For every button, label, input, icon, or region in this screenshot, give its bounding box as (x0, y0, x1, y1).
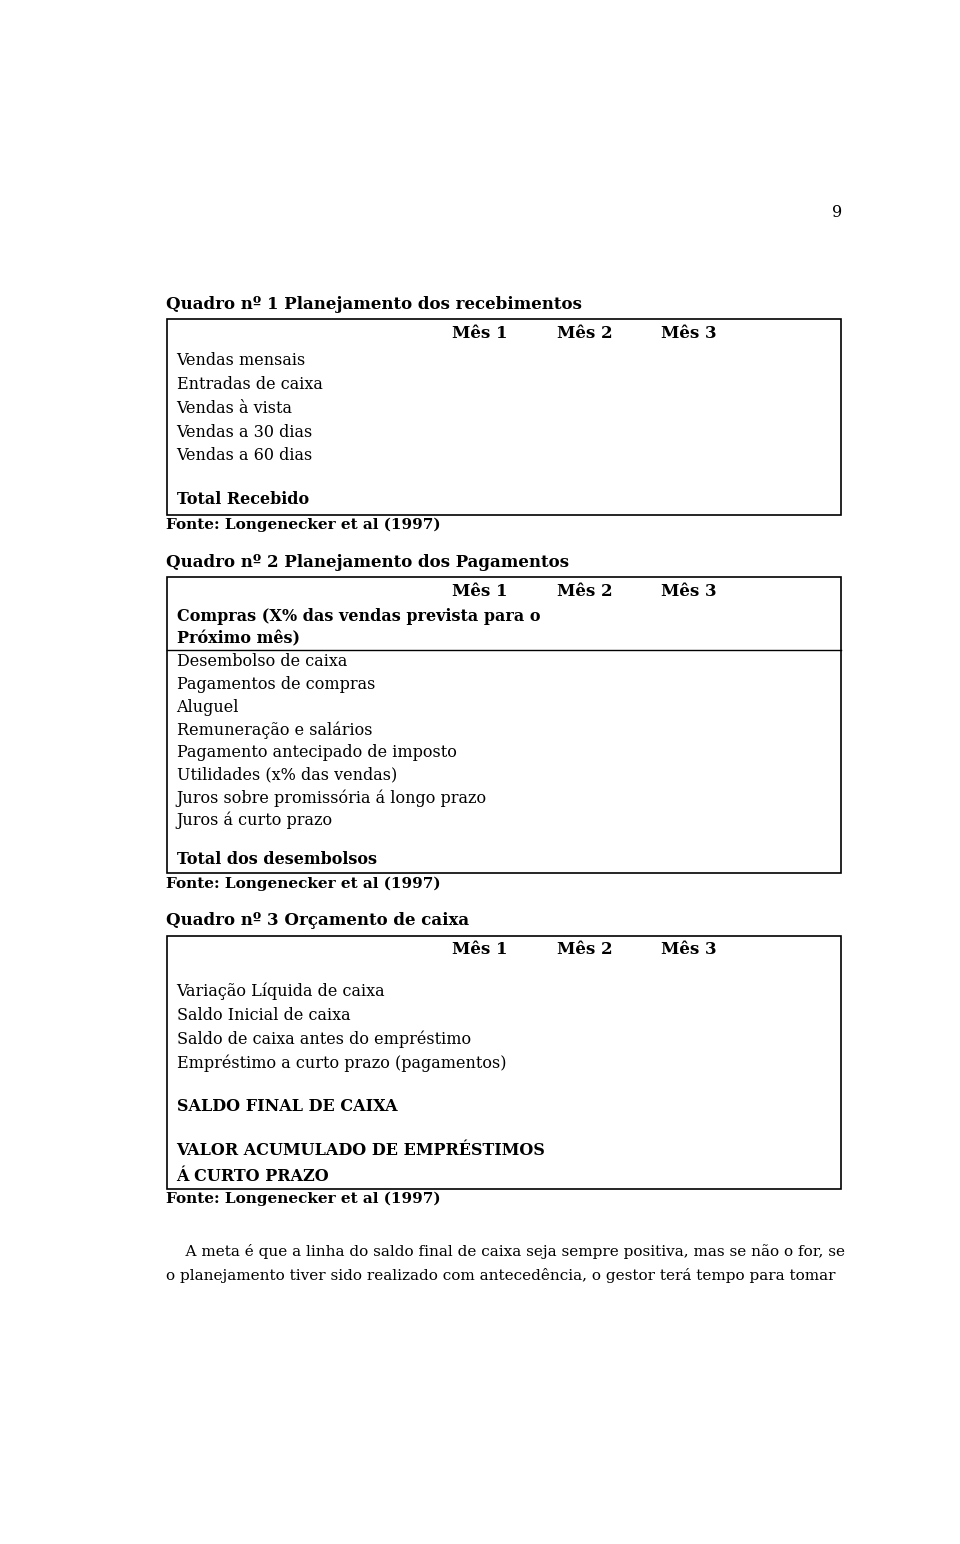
Text: Mês 3: Mês 3 (661, 584, 717, 601)
Text: Saldo de caixa antes do empréstimo: Saldo de caixa antes do empréstimo (177, 1030, 470, 1048)
Text: VALOR ACUMULADO DE EMPRÉSTIMOS: VALOR ACUMULADO DE EMPRÉSTIMOS (177, 1141, 545, 1160)
Bar (166, 936, 841, 1189)
Text: Mês 1: Mês 1 (452, 584, 508, 601)
Text: Variação Líquida de caixa: Variação Líquida de caixa (177, 982, 385, 1001)
Text: Compras (X% das vendas prevista para o: Compras (X% das vendas prevista para o (177, 608, 540, 625)
Text: Mês 2: Mês 2 (557, 326, 612, 343)
Text: Utilidades (x% das vendas): Utilidades (x% das vendas) (177, 767, 396, 784)
Text: Mês 2: Mês 2 (557, 584, 612, 601)
Text: Vendas à vista: Vendas à vista (177, 400, 293, 417)
Text: Quadro nº 1 Planejamento dos recebimentos: Quadro nº 1 Planejamento dos recebimento… (166, 296, 583, 313)
Text: Total Recebido: Total Recebido (177, 491, 309, 508)
Text: Vendas a 30 dias: Vendas a 30 dias (177, 423, 313, 440)
Text: Quadro nº 2 Planejamento dos Pagamentos: Quadro nº 2 Planejamento dos Pagamentos (166, 554, 569, 571)
Text: Mês 1: Mês 1 (452, 326, 508, 343)
Bar (166, 320, 841, 514)
Text: Á CURTO PRAZO: Á CURTO PRAZO (177, 1167, 329, 1184)
Text: Remuneração e salários: Remuneração e salários (177, 721, 372, 738)
Text: Fonte: Longenecker et al (1997): Fonte: Longenecker et al (1997) (166, 517, 442, 533)
Text: Próximo mês): Próximo mês) (177, 630, 300, 647)
Text: Quadro nº 3 Orçamento de caixa: Quadro nº 3 Orçamento de caixa (166, 913, 469, 929)
Text: Fonte: Longenecker et al (1997): Fonte: Longenecker et al (1997) (166, 877, 442, 891)
Text: Mês 3: Mês 3 (661, 326, 717, 343)
Text: Vendas a 60 dias: Vendas a 60 dias (177, 448, 313, 465)
Text: Entradas de caixa: Entradas de caixa (177, 375, 323, 392)
Text: Empréstimo a curto prazo (pagamentos): Empréstimo a curto prazo (pagamentos) (177, 1055, 506, 1072)
Text: Aluguel: Aluguel (177, 698, 239, 716)
Text: Juros á curto prazo: Juros á curto prazo (177, 812, 333, 829)
Text: A meta é que a linha do saldo final de caixa seja sempre positiva, mas se não o : A meta é que a linha do saldo final de c… (166, 1243, 846, 1258)
Text: Saldo Inicial de caixa: Saldo Inicial de caixa (177, 1007, 350, 1024)
Text: Pagamentos de compras: Pagamentos de compras (177, 676, 375, 693)
Text: Mês 3: Mês 3 (661, 942, 717, 959)
Text: 9: 9 (831, 204, 842, 221)
Text: o planejamento tiver sido realizado com antecedência, o gestor terá tempo para t: o planejamento tiver sido realizado com … (166, 1268, 836, 1283)
Text: Total dos desembolsos: Total dos desembolsos (177, 851, 376, 868)
Text: SALDO FINAL DE CAIXA: SALDO FINAL DE CAIXA (177, 1098, 397, 1115)
Bar (166, 577, 841, 874)
Text: Fonte: Longenecker et al (1997): Fonte: Longenecker et al (1997) (166, 1192, 442, 1206)
Text: Mês 1: Mês 1 (452, 942, 508, 959)
Text: Juros sobre promissória á longo prazo: Juros sobre promissória á longo prazo (177, 789, 487, 808)
Text: Vendas mensais: Vendas mensais (177, 352, 306, 369)
Text: Desembolso de caixa: Desembolso de caixa (177, 653, 347, 670)
Text: Pagamento antecipado de imposto: Pagamento antecipado de imposto (177, 744, 456, 761)
Text: Mês 2: Mês 2 (557, 942, 612, 959)
